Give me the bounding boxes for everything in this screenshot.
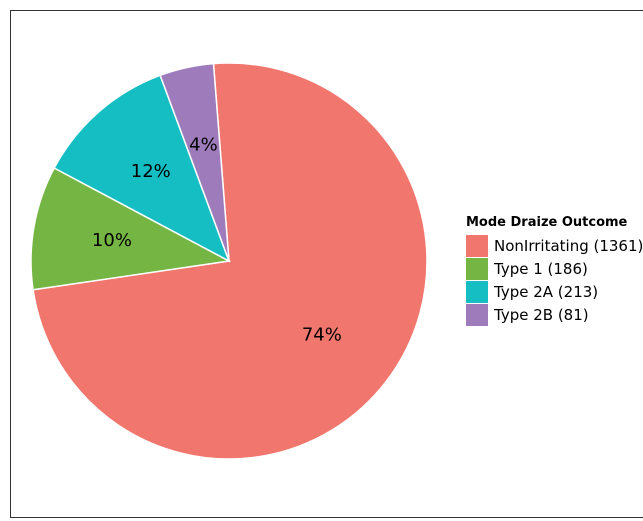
pie-slice-label-3: 4% — [189, 134, 218, 155]
legend-label-2: Type 2A (213) — [494, 282, 599, 301]
legend-swatch-3 — [466, 303, 488, 326]
legend-item-2: Type 2A (213) — [466, 280, 643, 303]
pie-slice-1 — [30, 167, 232, 291]
pie-slice-label-2: 12% — [131, 161, 171, 182]
chart-frame: 74% 10% 12% 4% Mode Draize Outcome NonIrrit… — [10, 10, 643, 518]
legend-items: NonIrritating (1361) Type 1 (186) Type 2A … — [466, 234, 643, 326]
legend-item-3: Type 2B (81) — [466, 303, 643, 326]
legend-swatch-0 — [466, 234, 488, 257]
legend-label-3: Type 2B (81) — [494, 305, 589, 324]
legend-label-0: NonIrritating (1361) — [494, 236, 643, 255]
legend-label-1: Type 1 (186) — [494, 259, 588, 278]
pie-slice-labels: 74% 10% 12% 4% — [92, 134, 342, 345]
legend-swatch-1 — [466, 257, 488, 280]
legend-title: Mode Draize Outcome — [466, 215, 628, 230]
pie-slice-2 — [53, 74, 231, 263]
legend: Mode Draize Outcome NonIrritating (1361)… — [466, 215, 643, 326]
pie-slice-label-1: 10% — [92, 230, 132, 251]
legend-item-0: NonIrritating (1361) — [466, 234, 643, 257]
pie-slices — [30, 62, 428, 460]
legend-item-1: Type 1 (186) — [466, 257, 643, 280]
legend-swatch-2 — [466, 280, 488, 303]
pie-slice-label-0: 74% — [302, 325, 342, 346]
pie-slice-3 — [159, 62, 230, 262]
pie-chart: 74% 10% 12% 4% — [30, 62, 428, 460]
